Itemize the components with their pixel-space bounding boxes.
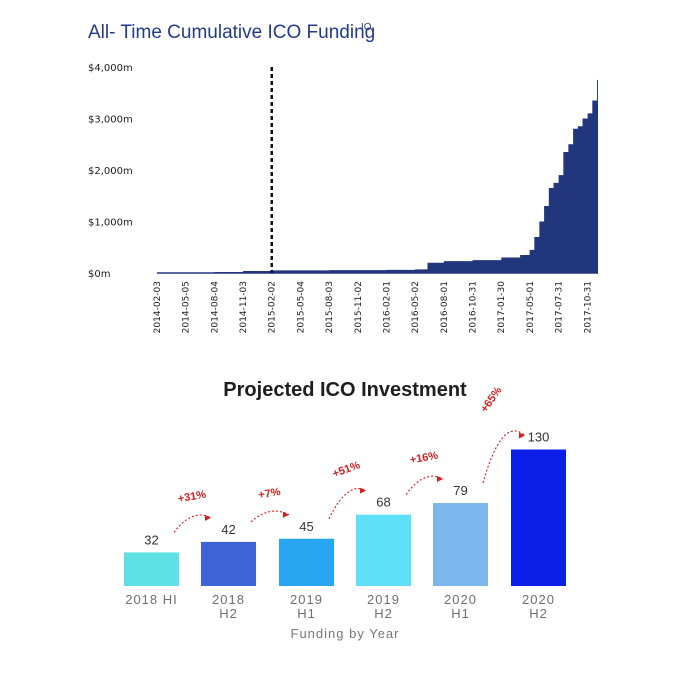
chart2-bar (201, 541, 256, 586)
chart2-growth-arrowhead (519, 432, 525, 439)
chart1-x-tick-label: 2017-07-31 (555, 281, 565, 333)
chart1-x-tick-label: 2015-02-02 (268, 281, 278, 333)
chart2-category-label: H1 (297, 606, 316, 621)
chart2-growth-label: +16% (409, 450, 439, 467)
chart2-value-label: 42 (221, 522, 235, 537)
chart2-growth-arrowhead (205, 514, 211, 521)
chart2-bar (511, 449, 566, 586)
chart2-bar (356, 514, 411, 586)
chart2-growth-arrow (482, 430, 526, 484)
chart1-y-axis: $0m $1,000m $2,000m $3,000m $4,000m (88, 63, 133, 280)
chart1-x-tick-label: 2015-11-02 (354, 281, 364, 333)
chart2-growth-label: +7% (257, 486, 281, 502)
chart1-plot-area (157, 67, 598, 274)
chart1-x-tick-label: 2016-08-01 (440, 281, 450, 333)
chart2-x-axis-label: Funding by Year (291, 626, 400, 641)
chart2-value-label: 68 (376, 495, 390, 510)
chart1-y-tick-label: $2,000m (88, 166, 133, 177)
chart2-category-label: 2018 (212, 592, 245, 607)
chart2-bar (279, 538, 334, 586)
chart2-value-label: 79 (453, 483, 467, 498)
chart1-x-tick-label: 2014-08-04 (210, 281, 220, 334)
chart2-category-label: H2 (374, 606, 393, 621)
chart2-title: Projected ICO Investment (223, 379, 467, 401)
chart1-y-tick-label: $3,000m (88, 115, 133, 126)
chart1-x-tick-label: 2016-10-31 (469, 281, 479, 333)
chart2-value-label: 32 (144, 532, 158, 547)
chart2-value-label: 45 (299, 519, 313, 534)
chart1-y-tick-label: $1,000m (88, 218, 133, 229)
chart1-x-axis: 2014-02-03 2014-05-05 2014-08-04 2014-11-03… (153, 281, 594, 334)
chart2-growth-arrowhead (283, 511, 289, 518)
chart1-title: All- Time Cumulative ICO Funding (88, 22, 375, 43)
chart1-y-tick-label: $0m (88, 269, 110, 280)
chart2-bars: 32 42 45 68 79 130 (124, 430, 566, 586)
chart2-category-label: H2 (529, 606, 548, 621)
chart2-category-label: H2 (219, 606, 238, 621)
chart1-x-tick-label: 2014-02-03 (153, 281, 163, 333)
chart1-y-tick-label: $4,000m (88, 63, 133, 74)
chart1-x-tick-label: 2017-10-31 (584, 281, 594, 333)
chart1-x-tick-label: 2016-02-01 (382, 281, 392, 333)
chart2-value-label: 130 (528, 430, 550, 445)
chart1-title-superscript: IO (361, 22, 372, 33)
chart1-x-tick-label: 2014-11-03 (239, 281, 249, 333)
chart2-category-label: 2019 (367, 592, 400, 607)
chart1-x-tick-label: 2016-05-02 (411, 281, 421, 333)
chart2-growth-arrowhead (360, 487, 366, 494)
chart1-x-tick-label: 2017-05-01 (526, 281, 536, 333)
chart2-growth-arrow (250, 510, 290, 523)
chart2-bar (433, 503, 488, 586)
chart2-category-label: H1 (451, 606, 470, 621)
chart2-growth-arrowhead (437, 476, 443, 483)
chart2-bar (124, 552, 179, 586)
chart1-x-tick-label: 2015-05-04 (296, 281, 306, 334)
chart2-category-label: 2018 HI (125, 592, 178, 607)
chart2-growth-label: +65% (478, 385, 504, 415)
cumulative-funding-chart: All- Time Cumulative ICO Funding IO $0m$… (88, 22, 598, 333)
chart2-category-label: 2019 (290, 592, 323, 607)
chart2-category-label: 2020 (444, 592, 477, 607)
chart1-x-tick-label: 2015-08-03 (325, 281, 335, 333)
chart1-x-tick-label: 2014-05-05 (182, 281, 192, 333)
chart2-growth-label: +31% (177, 489, 207, 506)
chart2-growth-label: +51% (331, 459, 362, 480)
chart1-x-tick-label: 2017-01-30 (497, 281, 507, 334)
chart2-category-label: 2020 (522, 592, 555, 607)
chart1-cumulative-area (157, 77, 598, 273)
projected-investment-chart: Projected ICO Investment 32 42 45 68 79 130 +… (124, 379, 566, 641)
